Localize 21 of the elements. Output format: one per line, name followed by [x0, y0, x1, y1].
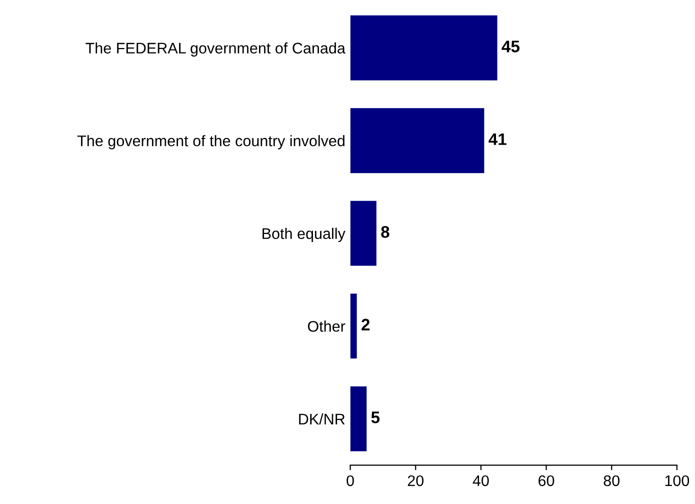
bar — [350, 108, 484, 174]
bar — [350, 386, 367, 452]
data-label: 2 — [362, 318, 370, 330]
bar — [350, 294, 357, 359]
x-tick-label: 60 — [538, 475, 554, 486]
y-tick-label: Both equally — [262, 228, 346, 242]
data-label: 41 — [488, 133, 506, 145]
x-tick-label: 0 — [346, 475, 354, 486]
y-tick-label: The FEDERAL government of Canada — [86, 42, 346, 57]
data-label: 5 — [371, 412, 380, 424]
x-tick-label: 80 — [604, 475, 620, 486]
bar — [350, 200, 376, 266]
data-label: 45 — [502, 40, 520, 52]
y-tick-label: DK/NR — [299, 413, 345, 425]
bar — [350, 15, 498, 80]
x-tick-label: 20 — [408, 475, 424, 486]
y-tick-label: The government of the country involved — [77, 135, 344, 150]
x-tick-label: 100 — [665, 475, 690, 486]
x-tick-label: 40 — [472, 475, 489, 486]
data-label: 8 — [381, 226, 390, 238]
y-tick-label: Other — [308, 320, 346, 332]
